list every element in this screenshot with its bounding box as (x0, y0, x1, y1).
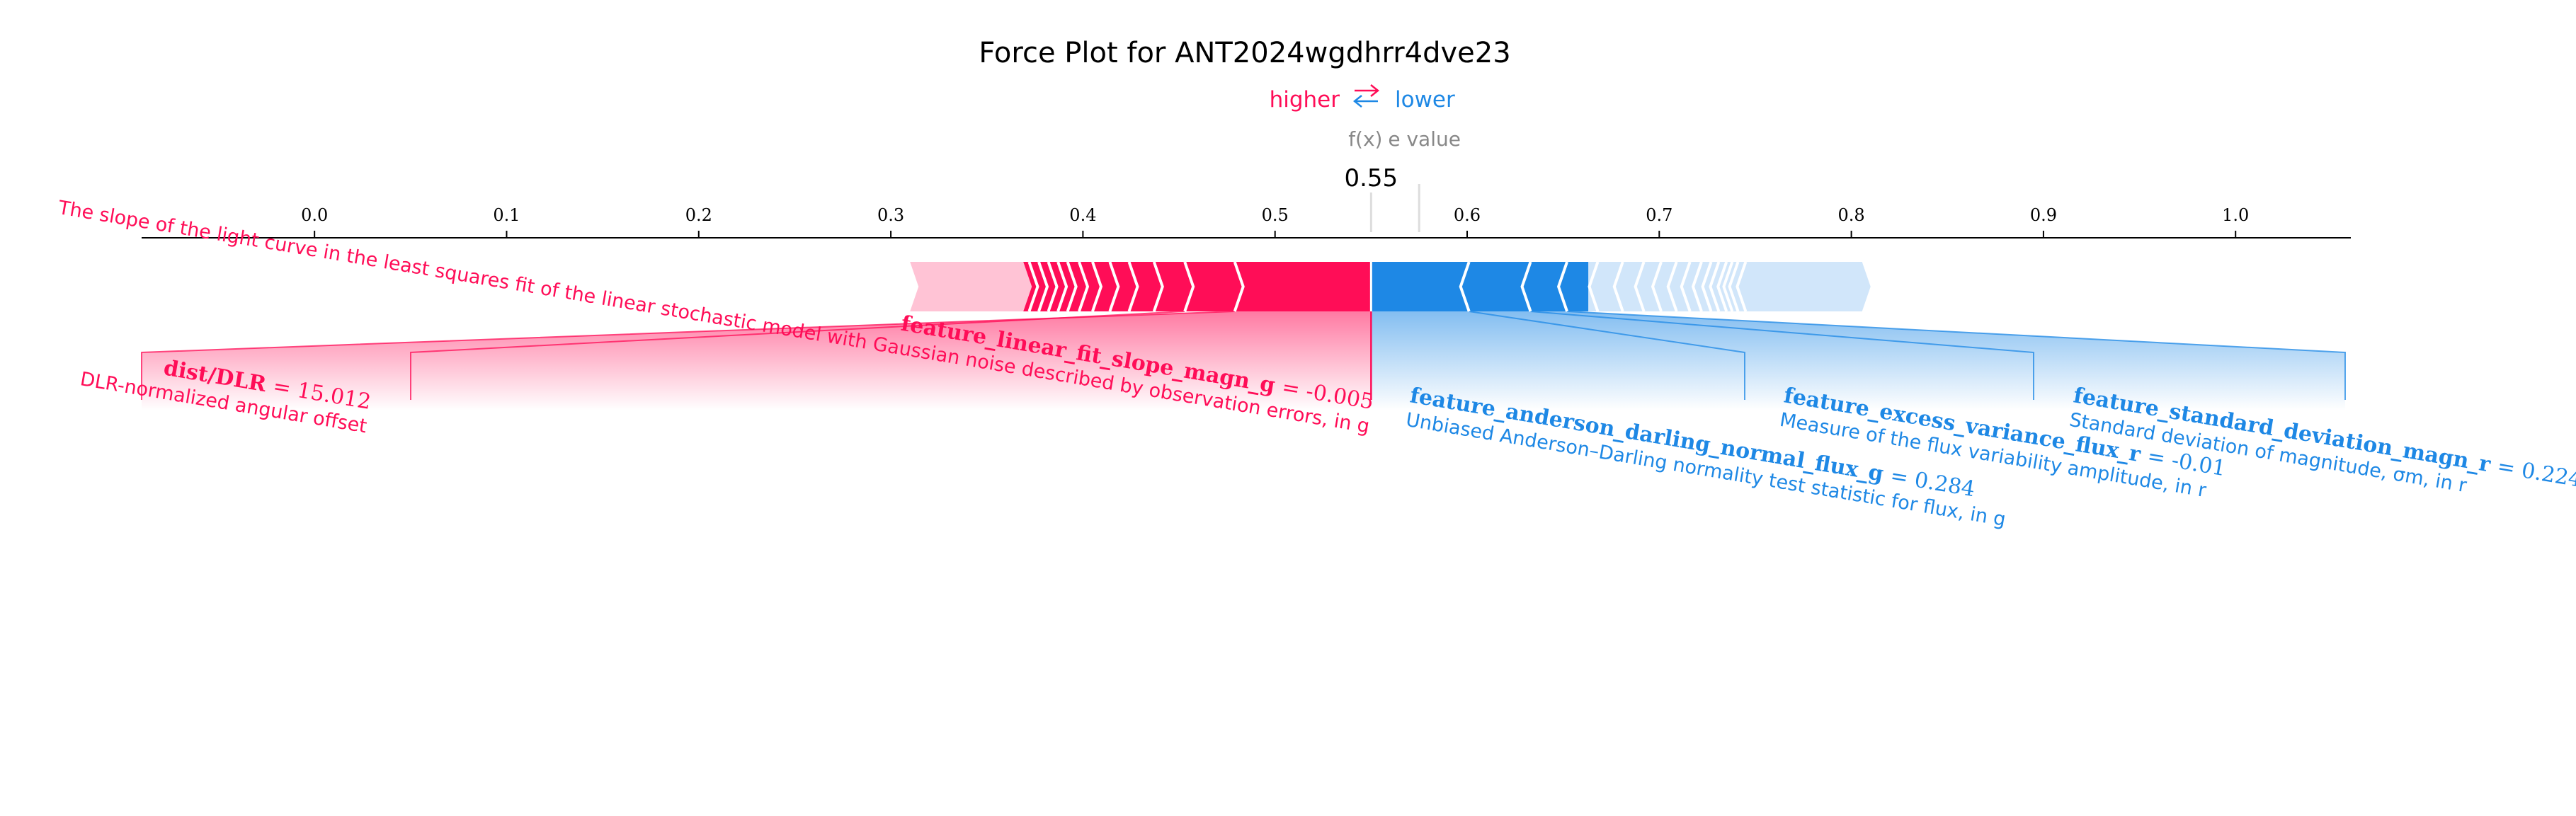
x-tick-label: 0.5 (1262, 205, 1289, 225)
legend-lower: lower (1395, 87, 1455, 113)
x-tick-label: 0.0 (301, 205, 328, 225)
x-tick-label: 0.2 (685, 205, 712, 225)
x-tick-label: 0.3 (877, 205, 904, 225)
negative-bar (1371, 262, 1588, 311)
x-tick-label: 0.1 (493, 205, 520, 225)
x-tick-label: 0.7 (1646, 205, 1672, 225)
x-tick-label: 0.8 (1838, 205, 1865, 225)
output-value-label: 0.55 (1344, 164, 1398, 192)
output-label: f(x) (1348, 127, 1382, 151)
chart-title: Force Plot for ANT2024wgdhrr4dve23 (979, 37, 1510, 69)
legend-higher: higher (1270, 87, 1340, 113)
x-tick-label: 0.6 (1454, 205, 1481, 225)
x-tick-label: 0.9 (2030, 205, 2057, 225)
x-tick-label: 0.4 (1069, 205, 1096, 225)
x-axis: 0.0 0.1 0.2 0.3 0.4 0.5 0.6 0.7 0.8 0.9 1.0 (142, 184, 2351, 238)
legend-arrows-icon (1355, 85, 1378, 107)
feature-value: = 0.224 (2495, 454, 2576, 493)
base-value-label: e value (1388, 127, 1461, 151)
x-tick-label: 1.0 (2222, 205, 2249, 225)
force-bars (910, 262, 1871, 311)
